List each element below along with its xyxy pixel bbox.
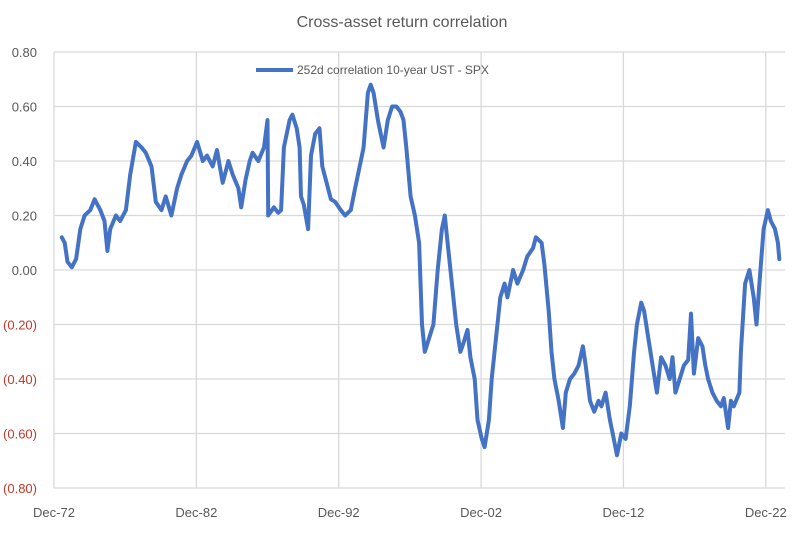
y-tick-label: (0.80) [3, 481, 37, 496]
chart-title: Cross-asset return correlation [297, 14, 508, 31]
series-layer [59, 82, 782, 458]
y-tick-label: (0.60) [3, 427, 37, 442]
y-tick-label: 0.20 [12, 209, 37, 224]
x-tick-label: Dec-82 [175, 505, 217, 520]
x-tick-label: Dec-02 [460, 505, 502, 520]
legend-label: 252d correlation 10-year UST - SPX [297, 63, 489, 77]
x-tick-label: Dec-22 [745, 505, 787, 520]
x-tick-label: Dec-12 [602, 505, 644, 520]
y-tick-label: (0.20) [3, 318, 37, 333]
y-tick-label: 0.40 [12, 154, 37, 169]
x-tick-label: Dec-92 [318, 505, 360, 520]
x-tick-label: Dec-72 [33, 505, 75, 520]
y-tick-label: 0.60 [12, 100, 37, 115]
legend: 252d correlation 10-year UST - SPX [256, 63, 489, 77]
x-axis-ticks: Dec-72 Dec-82 Dec-92 Dec-02 Dec-12 Dec-22 [33, 505, 787, 520]
y-tick-label: 0.00 [12, 263, 37, 278]
y-axis-ticks: 0.80 0.60 0.40 0.20 0.00 (0.20) (0.40) (0.60) (0… [3, 45, 37, 496]
y-tick-label: (0.40) [3, 372, 37, 387]
series-line [59, 82, 782, 458]
y-tick-label: 0.80 [12, 45, 37, 60]
